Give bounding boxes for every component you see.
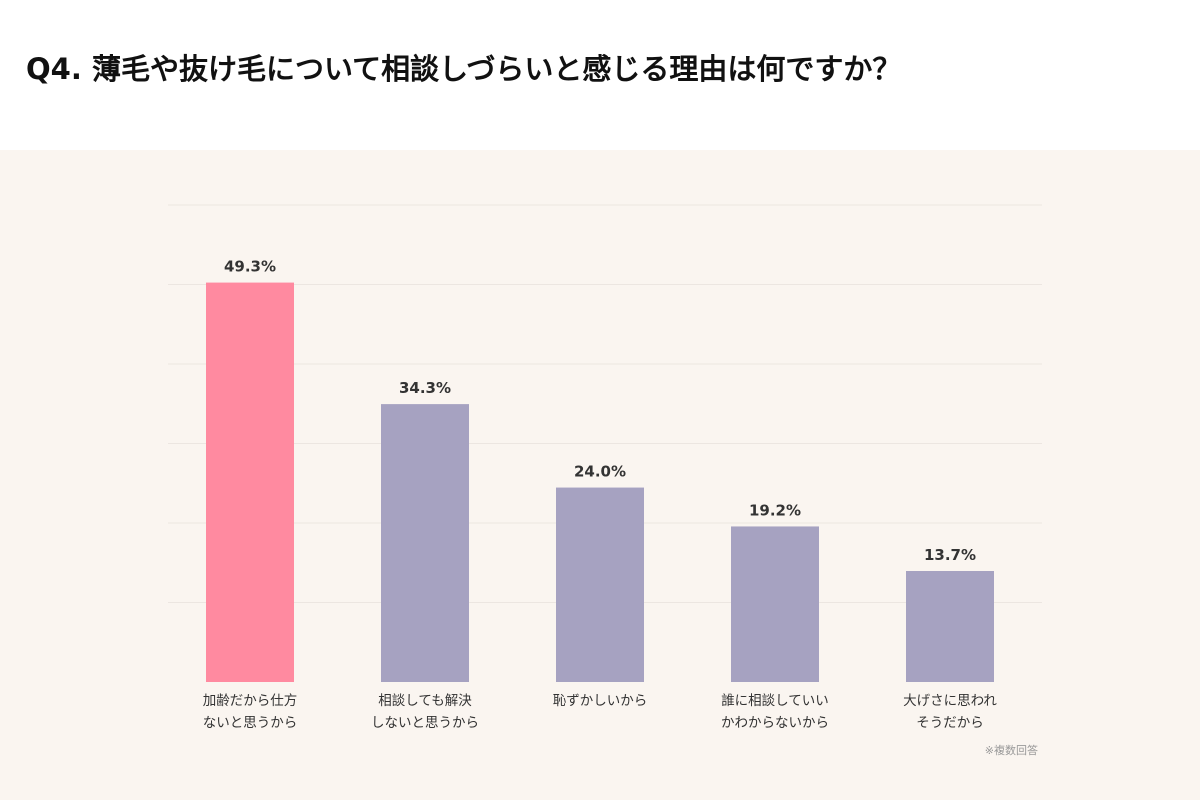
bar-0 bbox=[206, 282, 294, 682]
value-labels: 49.3% 34.3% 24.0% 19.2% 13.7% bbox=[224, 258, 976, 564]
category-label-3-line-0: 誰に相談していい bbox=[721, 693, 829, 709]
category-label-2-line-0: 恥ずかしいから bbox=[553, 693, 648, 709]
category-label-0-line-0: 加齢だから仕方 bbox=[203, 693, 298, 709]
bar-2 bbox=[556, 487, 644, 682]
category-label-4-line-1: そうだから bbox=[916, 715, 984, 731]
gridlines bbox=[168, 204, 1042, 603]
page-title: Q4. 薄毛や抜け毛について相談しづらいと感じる理由は何ですか？ bbox=[26, 52, 902, 86]
category-label-3-line-1: かわからないから bbox=[721, 715, 829, 731]
bar-chart: 49.3% 34.3% 24.0% 19.2% 13.7% 加齢だから仕方ないと思うから… bbox=[168, 204, 1042, 731]
bar-4 bbox=[906, 571, 994, 682]
bar-1 bbox=[381, 404, 469, 682]
value-label-2: 24.0% bbox=[574, 463, 626, 481]
footnote-multiple-answers: ※複数回答 bbox=[984, 744, 1038, 757]
category-label-0-line-1: ないと思うから bbox=[203, 715, 298, 731]
category-label-1-line-1: しないと思うから bbox=[371, 715, 479, 731]
value-label-4: 13.7% bbox=[924, 546, 976, 564]
bar-3 bbox=[731, 526, 819, 682]
category-label-1-line-0: 相談しても解決 bbox=[378, 693, 472, 709]
value-label-3: 19.2% bbox=[749, 501, 801, 519]
bars bbox=[206, 282, 994, 682]
category-label-4-line-0: 大げさに思われ bbox=[903, 693, 997, 709]
value-label-1: 34.3% bbox=[399, 379, 451, 397]
chart-panel: 49.3% 34.3% 24.0% 19.2% 13.7% 加齢だから仕方 ないと思うから… bbox=[0, 150, 1200, 800]
value-label-0: 49.3% bbox=[224, 258, 276, 276]
